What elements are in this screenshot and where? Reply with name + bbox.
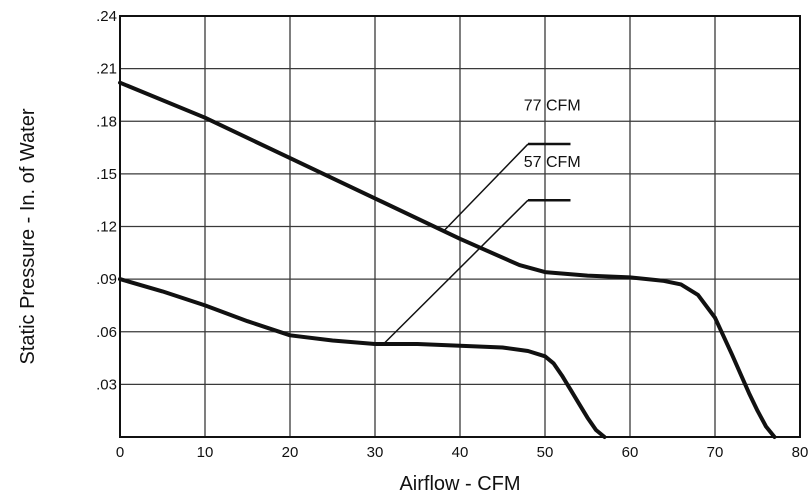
annotation-leader-line — [442, 143, 529, 233]
tick-labels: 0 10 20 30 40 50 60 70 80 .03 .06 .09 .12 .15 .18 .21 .2… — [96, 8, 808, 461]
x-tick-label: 30 — [367, 444, 384, 461]
y-tick-label: .21 — [96, 61, 117, 78]
x-tick-label: 70 — [707, 444, 724, 461]
series-annotations: 77 CFM 57 CFM — [382, 98, 581, 345]
annotation-label: 57 CFM — [524, 154, 581, 171]
x-tick-label: 10 — [197, 444, 214, 461]
y-tick-label: .15 — [96, 166, 117, 183]
series-line-77-cfm — [118, 80, 777, 439]
y-axis-title: Static Pressure - In. of Water — [17, 108, 39, 364]
y-tick-label: .06 — [96, 324, 117, 341]
grid-lines — [120, 16, 800, 437]
x-tick-label: 80 — [792, 444, 809, 461]
x-tick-label: 40 — [452, 444, 469, 461]
y-tick-label: .09 — [96, 271, 117, 288]
x-axis-title: Airflow - CFM — [399, 473, 520, 495]
x-tick-label: 20 — [282, 444, 299, 461]
x-tick-label: 50 — [537, 444, 554, 461]
series-line-57-cfm — [118, 277, 607, 439]
y-tick-label: .12 — [96, 219, 117, 236]
plot-area-frame — [119, 15, 801, 438]
y-tick-label: .18 — [96, 113, 117, 130]
y-tick-label: .03 — [96, 376, 117, 393]
y-tick-label: .24 — [96, 8, 117, 25]
annotation-label: 77 CFM — [524, 98, 581, 115]
annotation-77-cfm: 77 CFM — [442, 98, 581, 233]
x-tick-label: 0 — [116, 444, 124, 461]
annotation-leader-line — [382, 199, 529, 345]
x-tick-label: 60 — [622, 444, 639, 461]
annotation-57-cfm: 57 CFM — [382, 154, 581, 345]
data-series — [118, 80, 777, 439]
